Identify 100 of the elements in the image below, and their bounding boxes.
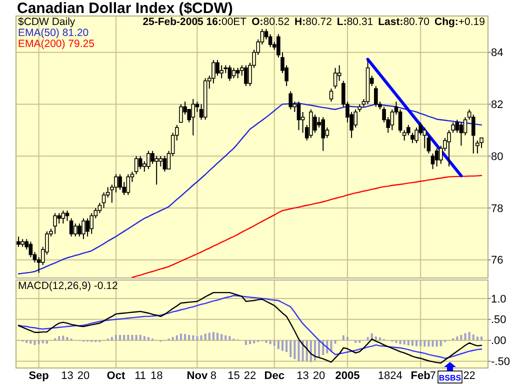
- x-tick-label: 22: [463, 370, 476, 382]
- y-tick-label: 78: [491, 202, 504, 215]
- bar: [114, 334, 117, 340]
- x-tick-label: Nov: [186, 370, 208, 382]
- bar: [440, 340, 442, 346]
- bar: [188, 334, 190, 340]
- bar: [66, 336, 68, 340]
- x-tick-label: 20: [312, 370, 326, 382]
- candlestick: [69, 218, 74, 237]
- bar: [378, 337, 381, 340]
- bar: [110, 336, 113, 340]
- annotation: 25-Feb-2005 16:00ET: [142, 16, 248, 28]
- bar: [123, 334, 126, 340]
- candlestick: [288, 90, 293, 110]
- bar: [172, 336, 174, 340]
- y-tick-label: .00: [491, 335, 506, 348]
- bar: [366, 336, 369, 340]
- x-tick-label: 13: [296, 370, 309, 382]
- x-tick-label: 11: [134, 370, 146, 382]
- y-tick-label: 84: [491, 47, 504, 60]
- bar: [310, 340, 312, 362]
- candlestick: [232, 67, 236, 79]
- bar: [212, 332, 214, 340]
- bar: [286, 340, 288, 352]
- bar: [127, 334, 130, 340]
- y-tick-label: 1.0: [491, 293, 506, 306]
- bar: [62, 336, 64, 340]
- bar: [330, 340, 332, 352]
- bar: [424, 340, 426, 347]
- candlestick: [146, 150, 150, 170]
- candlestick: [134, 156, 138, 175]
- bar: [119, 334, 122, 340]
- bar: [354, 340, 357, 343]
- candlestick: [61, 210, 66, 224]
- bar: [42, 340, 44, 344]
- bar: [176, 335, 178, 340]
- candlestick: [57, 212, 62, 224]
- bar: [468, 332, 470, 340]
- candlestick: [309, 108, 313, 138]
- bar: [184, 334, 186, 340]
- annotation: H:80.72: [294, 16, 332, 28]
- x-tick-label: 24: [390, 370, 402, 382]
- bar: [200, 335, 202, 340]
- bar: [306, 340, 308, 362]
- candlestick: [268, 34, 272, 48]
- bar: [273, 340, 276, 346]
- bar: [269, 340, 272, 344]
- x-tick-label: 20: [77, 370, 90, 382]
- candlestick: [236, 67, 240, 79]
- bar: [374, 336, 377, 340]
- text: EMA(50) 81.20: [18, 27, 89, 39]
- bar: [358, 340, 361, 343]
- bar: [228, 336, 231, 340]
- candlestick: [426, 134, 431, 154]
- y-tick-label: 76: [491, 254, 504, 267]
- candlestick: [220, 64, 224, 79]
- text: EMA(200) 79.25: [18, 38, 95, 50]
- chart-title: Canadian Dollar Index ($CDW): [17, 0, 233, 17]
- annotation: $CDW Daily: [18, 16, 76, 28]
- candlestick: [65, 210, 70, 222]
- candlestick: [158, 156, 163, 167]
- x-tick-label: Feb: [410, 370, 431, 382]
- bar: [244, 340, 247, 345]
- x-tick-label: 13: [61, 370, 74, 382]
- candlestick: [329, 88, 334, 102]
- bar: [216, 332, 219, 340]
- bar: [253, 340, 256, 344]
- bar: [224, 335, 227, 340]
- bar: [428, 340, 430, 347]
- bar: [131, 334, 134, 340]
- bar: [204, 334, 206, 340]
- bar: [281, 340, 284, 351]
- x-tick-label: 8: [210, 370, 217, 382]
- candlestick: [434, 148, 439, 167]
- x-tick-label: Sep: [28, 370, 50, 382]
- bar: [294, 340, 296, 360]
- bar: [318, 340, 320, 358]
- candlestick: [78, 223, 82, 237]
- bar: [290, 340, 292, 358]
- x-tick-label: 18: [378, 370, 390, 382]
- bar: [180, 334, 182, 340]
- y-tick-label: 82: [491, 99, 504, 112]
- bar: [416, 340, 418, 346]
- candlestick: [126, 174, 130, 196]
- text: MACD(12,26,9) -0.12: [18, 280, 118, 292]
- candlestick: [216, 60, 220, 76]
- bar: [395, 340, 398, 343]
- candlestick: [430, 152, 435, 170]
- x-tick-label: Oct: [106, 370, 126, 382]
- bar: [302, 340, 304, 362]
- bar: [34, 340, 36, 345]
- candlestick: [82, 218, 86, 240]
- candlestick: [16, 236, 20, 248]
- candlestick: [321, 116, 326, 152]
- bar: [147, 336, 150, 340]
- bar: [265, 340, 268, 343]
- y-tick-label: 80: [491, 150, 504, 163]
- bar: [460, 334, 462, 340]
- bar: [143, 336, 146, 340]
- bar: [456, 336, 458, 340]
